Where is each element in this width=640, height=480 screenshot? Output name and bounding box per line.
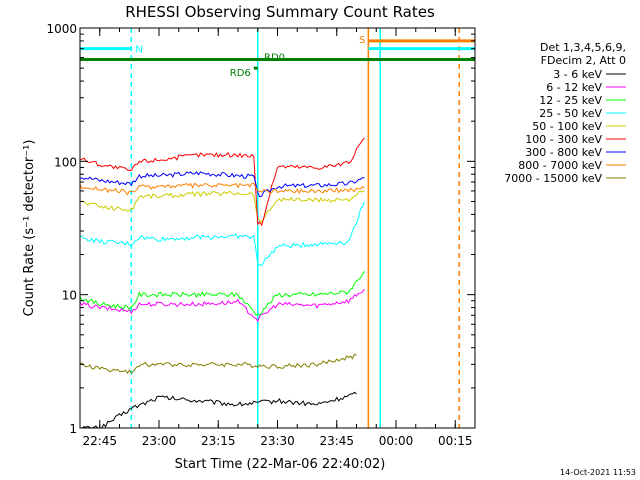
y-tick-label: 1000: [46, 22, 77, 36]
legend-label-12-25: 12 - 25 keV: [539, 94, 602, 107]
series-line-3-6: [80, 391, 357, 429]
y-axis-label: Count Rate (s⁻¹ detector⁻¹): [22, 140, 37, 317]
plot-marks: N S RD0 RD6: [79, 28, 475, 429]
series-line-12-25: [79, 270, 365, 316]
flag-label-n: N: [135, 45, 142, 56]
legend-header: FDecim 2, Att 0: [541, 54, 626, 67]
legend-label-25-50: 25 - 50 keV: [539, 107, 602, 120]
series-line-100-300: [79, 137, 365, 227]
y-tick-label: 1: [69, 422, 77, 436]
y-tick-label: 10: [62, 289, 77, 303]
legend-label-300-800: 300 - 800 keV: [525, 146, 602, 159]
legend-header: Det 1,3,4,5,6,9,: [540, 41, 626, 54]
series-line-50-100: [79, 190, 365, 224]
series-line-25-50: [79, 201, 365, 267]
flag-label-s: S: [359, 35, 365, 46]
series-line-300-800: [79, 171, 365, 198]
x-axis-label: Start Time (22-Mar-06 22:40:02): [175, 457, 386, 472]
legend-label-3-6: 3 - 6 keV: [553, 68, 602, 81]
legend-label-100-300: 100 - 300 keV: [525, 133, 602, 146]
series-line-7000-15000: [79, 353, 357, 375]
x-tick-label: 23:45: [319, 434, 354, 448]
legend-label-50-100: 50 - 100 keV: [532, 120, 602, 133]
y-tick-label: 100: [54, 155, 77, 169]
legend-label-6-12: 6 - 12 keV: [546, 81, 602, 94]
series-line-6-12: [79, 288, 365, 323]
x-tick-label: 22:45: [82, 434, 117, 448]
x-tick-label: 23:30: [260, 434, 295, 448]
x-tick-label: 00:00: [379, 434, 414, 448]
x-tick-label: 00:15: [438, 434, 473, 448]
legend: Det 1,3,4,5,6,9,FDecim 2, Att 03 - 6 keV…: [504, 41, 626, 185]
legend-label-7000-15000: 7000 - 15000 keV: [504, 172, 602, 185]
x-axis: 22:45 23:00 23:15 23:30 23:45 00:00 00:15: [79, 28, 476, 448]
x-tick-label: 23:15: [201, 434, 236, 448]
footer-timestamp: 14-Oct-2021 11:53: [560, 468, 636, 477]
flag-label-rd0: RD0: [264, 53, 285, 64]
legend-label-800-7000: 800 - 7000 keV: [518, 159, 602, 172]
y-axis: 1 10 100 1000: [46, 22, 475, 436]
flag-label-rd6: RD6: [230, 68, 251, 79]
x-tick-label: 23:00: [142, 434, 177, 448]
chart-title: RHESSI Observing Summary Count Rates: [125, 3, 435, 21]
series-line-800-7000: [79, 182, 365, 196]
